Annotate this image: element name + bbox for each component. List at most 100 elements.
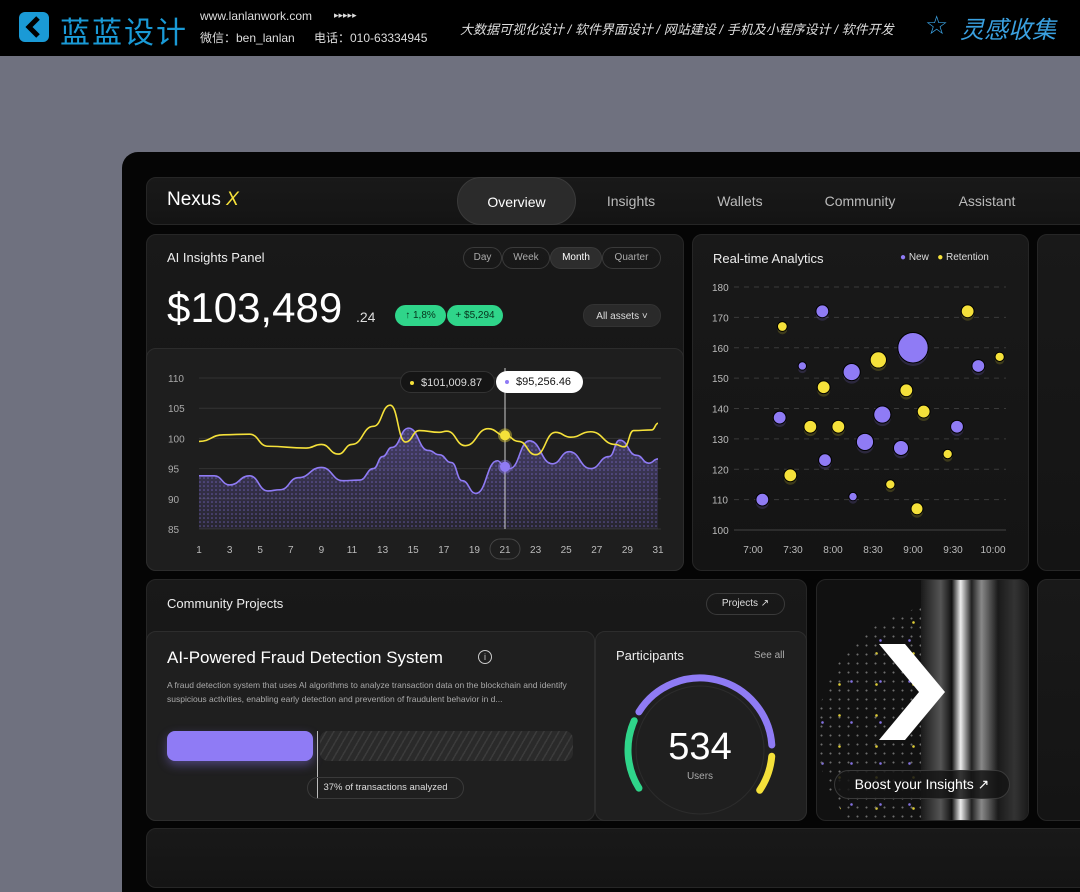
period-day[interactable]: Day xyxy=(463,247,502,269)
purple-marker xyxy=(498,459,512,474)
info-icon[interactable]: i xyxy=(478,650,492,664)
service: 手机及小程序设计 xyxy=(726,22,831,37)
scatter-point xyxy=(815,304,830,319)
service: 软件开发 xyxy=(841,22,894,37)
phone: 电话：010-63334945 xyxy=(314,31,428,45)
y-tick-label: 110 xyxy=(168,374,184,385)
x-tick-label: 13 xyxy=(377,545,389,556)
sep: / xyxy=(567,22,572,37)
service: 软件界面设计 xyxy=(574,22,653,37)
period-quarter[interactable]: Quarter xyxy=(602,247,661,269)
sep: / xyxy=(834,22,838,37)
y-tick-label: 110 xyxy=(712,496,728,507)
tooltip-purple: $95,256.46 xyxy=(496,371,584,393)
scatter-point xyxy=(848,491,858,502)
total-cents: .24 xyxy=(356,309,376,325)
total-value: $103,489 xyxy=(167,284,343,331)
tab-insights[interactable]: Insights xyxy=(606,193,656,209)
project-name: AI-Powered Fraud Detection System xyxy=(167,648,443,667)
x-tick-label: 9:00 xyxy=(903,545,923,556)
progress-label: 37% of transactions analyzed xyxy=(307,777,464,799)
x-tick-label: 7:00 xyxy=(743,545,763,556)
y-tick-label: 100 xyxy=(712,526,729,537)
website: www.lanlanwork.com xyxy=(200,9,313,23)
scatter-point xyxy=(899,383,914,398)
logo-mark: X xyxy=(226,189,239,210)
project-card xyxy=(146,631,595,821)
scatter-point xyxy=(783,468,798,483)
selected-day-marker xyxy=(489,538,521,560)
service: 网站建设 xyxy=(663,22,716,37)
change-percent-badge: ↑ 1,8% xyxy=(395,305,446,326)
y-tick-label: 180 xyxy=(712,283,729,294)
scatter-point xyxy=(855,432,875,452)
scatter-point xyxy=(803,419,818,434)
projects-button[interactable]: Projects ↗ xyxy=(706,593,785,615)
scatter-point xyxy=(916,404,931,419)
y-tick-label: 120 xyxy=(712,465,729,476)
arrows: ▸▸▸▸▸ xyxy=(334,10,357,20)
right-panel-cut xyxy=(1037,234,1080,571)
top-nav xyxy=(146,177,1080,225)
scatter-point xyxy=(776,321,788,332)
y-tick-label: 95 xyxy=(168,465,180,476)
community-title: Community Projects xyxy=(167,596,284,611)
gauge-segment xyxy=(635,674,776,749)
scatter-point xyxy=(842,362,861,382)
scatter-point xyxy=(831,419,846,434)
scatter-point xyxy=(994,351,1005,363)
gauge-segment xyxy=(756,752,776,794)
scatter-chart: 100 110 120 130 140 150 160 170 180 7:00 7:30 8:00 8… xyxy=(712,283,1006,556)
progress-marker xyxy=(317,731,319,799)
scatter-point xyxy=(818,453,832,468)
x-tick-label: 7:30 xyxy=(783,545,803,556)
scatter-point xyxy=(897,332,929,364)
x-tick-label: 25 xyxy=(561,545,573,556)
x-tick-label: 10:00 xyxy=(980,545,1005,556)
tab-community[interactable]: Community xyxy=(824,193,896,209)
project-description: A fraud detection system that uses AI al… xyxy=(167,680,567,704)
scatter-point xyxy=(885,479,896,490)
nexus-logo[interactable]: Nexus X xyxy=(167,189,239,211)
logo-text: Nexus xyxy=(167,189,221,210)
y-tick-label: 140 xyxy=(712,405,729,416)
x-tick-label: 23 xyxy=(530,545,542,556)
x-tick-label: 9:30 xyxy=(943,545,963,556)
services-list: 大数据可视化设计 / 软件界面设计 / 网站建设 / 手机及小程序设计 / 软件… xyxy=(460,19,894,38)
sep: / xyxy=(656,22,661,37)
scatter-point xyxy=(869,351,887,369)
x-tick-label: 31 xyxy=(652,545,664,556)
top-banner: 蓝蓝设计 www.lanlanwork.com ▸▸▸▸▸ 微信：ben_lan… xyxy=(0,0,1080,56)
x-tick-label: 15 xyxy=(408,545,420,556)
period-week[interactable]: Week xyxy=(502,247,550,269)
scatter-point xyxy=(772,410,787,425)
service: 大数据可视化设计 xyxy=(460,22,565,37)
series-line xyxy=(199,427,659,495)
tab-wallets[interactable]: Wallets xyxy=(717,193,763,209)
scatter-point xyxy=(816,380,831,395)
scatter-point xyxy=(960,304,975,319)
x-tick-label: 7 xyxy=(288,545,294,556)
x-tick-label: 8:30 xyxy=(863,545,883,556)
gauge-inner-ring xyxy=(635,685,765,815)
asset-filter-dropdown[interactable]: All assets ˅ xyxy=(583,304,661,327)
y-tick-label: 170 xyxy=(712,313,729,324)
see-all-link[interactable]: See all xyxy=(754,650,785,661)
x-tick-label: 21 xyxy=(499,545,511,556)
x-tick-label: 17 xyxy=(438,545,450,556)
wechat: 微信：ben_lanlan xyxy=(200,31,295,45)
x-tick-label: 29 xyxy=(622,545,634,556)
boost-insights-button[interactable]: Boost your Insights ↗ xyxy=(834,770,1010,799)
y-tick-label: 130 xyxy=(712,435,729,446)
scatter-point xyxy=(755,492,770,507)
scatter-point xyxy=(873,405,892,424)
tooltip-yellow: $101,009.87 xyxy=(400,371,496,393)
x-tick-label: 3 xyxy=(227,545,233,556)
scatter-point xyxy=(942,448,953,460)
period-month[interactable]: Month xyxy=(550,247,602,269)
tab-assistant[interactable]: Assistant xyxy=(958,193,1016,209)
progress-remaining xyxy=(320,731,573,761)
sep: / xyxy=(719,22,724,37)
right-bottom-panel-cut xyxy=(1037,579,1080,821)
tab-overview[interactable]: Overview xyxy=(457,177,576,225)
